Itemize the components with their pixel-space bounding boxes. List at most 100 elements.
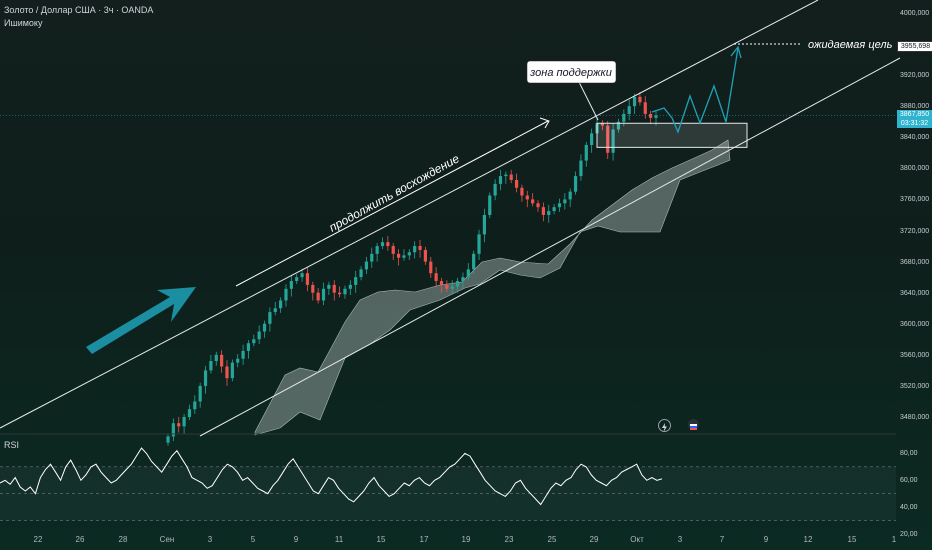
price-tick-label: 3680,000	[900, 258, 930, 266]
target-price-tag: 3955,698	[897, 41, 932, 52]
candle-body	[386, 242, 390, 247]
time-tick-label: Окт	[630, 535, 644, 544]
candle-body	[171, 423, 175, 437]
candle-body	[262, 323, 267, 332]
candle-body	[477, 234, 481, 254]
candle-body	[579, 160, 583, 177]
price-tick-label: 3480,000	[900, 414, 930, 421]
price-tick-label: 3640,000	[900, 289, 930, 297]
candle-body	[279, 300, 283, 309]
rsi-tick-label: 40,00	[900, 504, 918, 512]
candle-body	[638, 96, 642, 103]
candle-body	[466, 269, 470, 278]
trend-arrow-icon	[86, 287, 196, 354]
candle-body	[423, 249, 428, 262]
rsi-tick-label: 20,00	[900, 531, 918, 538]
continue-up-line	[235, 120, 549, 287]
target-label: ожидаемая цель	[808, 39, 893, 51]
rsi-line	[0, 447, 663, 506]
candle-body	[541, 207, 545, 215]
candle-body	[343, 288, 347, 295]
time-tick-label: 11	[334, 535, 344, 544]
flag-icon[interactable]	[688, 419, 699, 430]
price-tick-label: 3720,000	[900, 227, 930, 235]
price-tick-label: 4000,000	[900, 9, 930, 17]
candle-body	[584, 145, 588, 161]
candle-body	[536, 203, 540, 208]
candle-body	[600, 123, 604, 126]
candle-body	[246, 343, 251, 351]
candle-body	[203, 370, 208, 386]
candle-body	[289, 281, 293, 289]
candle-body	[257, 331, 261, 340]
projection-path	[651, 47, 739, 134]
candle-body	[498, 176, 503, 184]
price-tick-label: 3560,000	[900, 351, 930, 359]
candle-body	[182, 417, 186, 427]
symbol-title: Золото / Доллар США · 3ч · OANDA	[4, 5, 154, 15]
candle-body	[268, 312, 272, 324]
candle-body	[455, 281, 460, 287]
time-tick-label: 28	[118, 535, 128, 544]
candle-body	[327, 284, 331, 289]
time-tick-label: 15	[376, 535, 386, 544]
candle-body	[563, 199, 567, 204]
candle-body	[354, 277, 358, 285]
candle-body	[520, 187, 524, 196]
candle-body	[557, 203, 562, 208]
candle-body	[338, 292, 342, 295]
candle-body	[300, 273, 304, 278]
candle-body	[332, 284, 336, 293]
candle-body	[632, 96, 637, 107]
candle-body	[380, 242, 385, 247]
price-tick-label: 3840,000	[900, 134, 930, 142]
price-tick-label: 3920,000	[900, 72, 930, 80]
candle-body	[252, 339, 256, 344]
candle-body	[407, 252, 411, 256]
time-tick-label: 1	[891, 535, 897, 544]
candle-body	[413, 246, 417, 253]
support-callout-box	[526, 60, 617, 84]
ichimoku-cloud	[254, 139, 731, 436]
time-tick-label: 26	[75, 535, 85, 544]
candle-body	[209, 361, 213, 371]
candle-body	[370, 253, 374, 262]
candle-body	[482, 214, 486, 235]
time-tick-label: 22	[33, 535, 43, 544]
price-tick-label: 3520,000	[900, 382, 930, 390]
candle-body	[434, 273, 438, 282]
time-tick-label: 19	[461, 535, 471, 544]
support-callout-line	[577, 79, 599, 121]
candle-body	[654, 115, 658, 118]
candle-body	[273, 308, 277, 313]
candle-body	[348, 284, 352, 289]
candle-body	[321, 288, 326, 301]
candle-body	[450, 286, 454, 289]
time-tick-label: 23	[504, 535, 514, 544]
candle-body	[590, 133, 594, 146]
candle-body	[627, 106, 631, 114]
rsi-tick-label: 80,00	[900, 450, 918, 458]
candle-body	[214, 354, 218, 362]
candle-body	[552, 207, 556, 212]
candle-body	[402, 255, 406, 258]
candle-body	[547, 211, 551, 215]
countdown-tag: 03:31:32	[897, 119, 932, 128]
time-tick-label: Сен	[159, 535, 175, 544]
candle-body	[166, 436, 170, 443]
candle-body	[504, 174, 508, 177]
candle-body	[236, 358, 240, 363]
candle-body	[493, 183, 497, 196]
lightning-icon[interactable]	[658, 419, 671, 432]
candle-body	[649, 113, 653, 118]
candle-body	[316, 292, 320, 301]
candle-body	[220, 354, 224, 367]
time-tick-label: 7	[719, 535, 725, 544]
candle-body	[418, 246, 422, 250]
candle-body	[488, 195, 492, 215]
candle-body	[531, 199, 535, 204]
candle-body	[396, 253, 401, 258]
support-zone-box	[596, 122, 748, 148]
